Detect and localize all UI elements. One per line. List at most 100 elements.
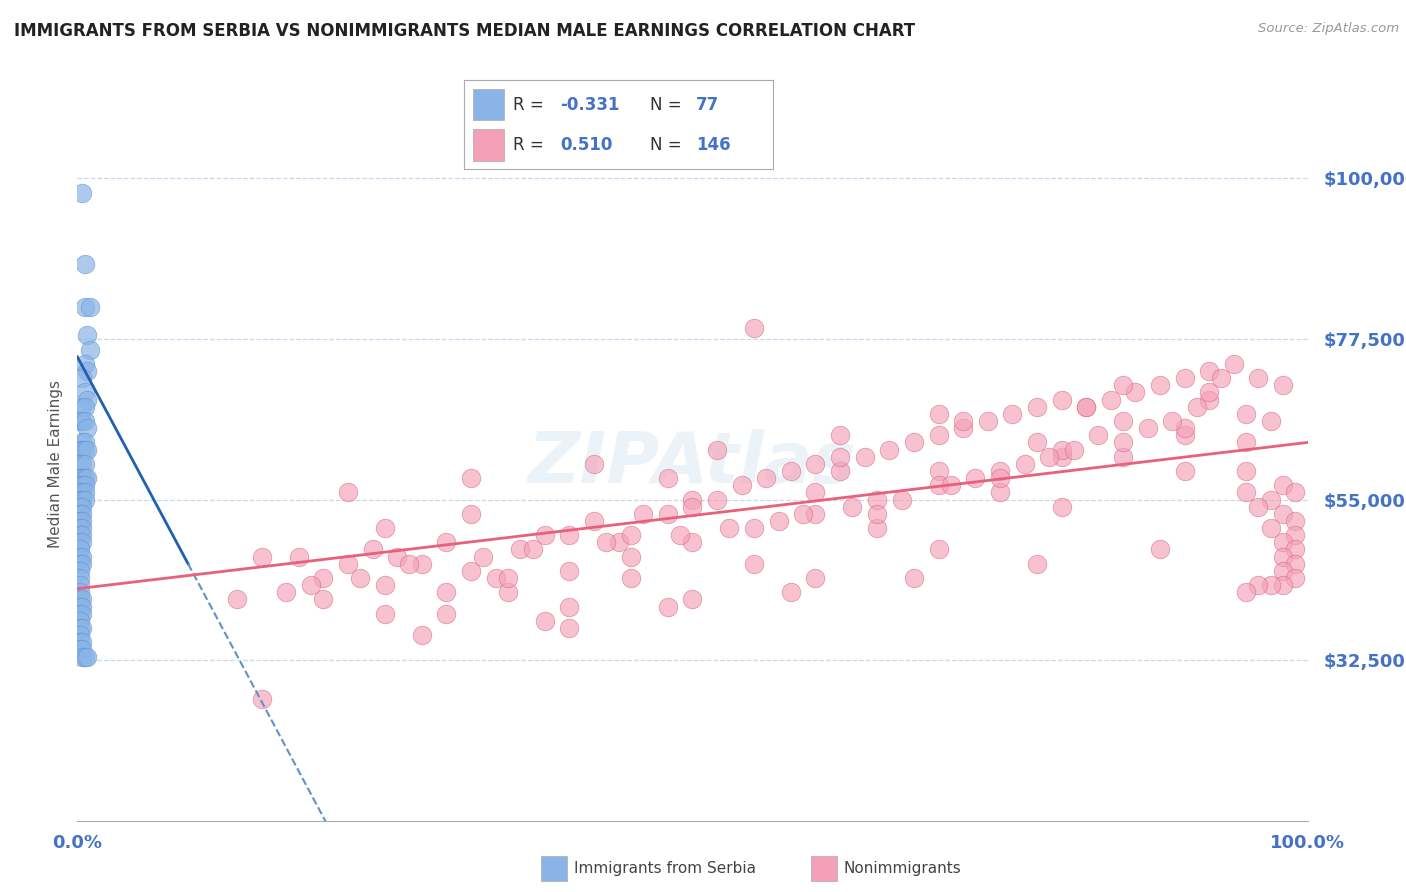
Point [70,471,93,485]
Point [792,507,814,521]
Point [411,557,433,571]
Point [1284,485,1306,500]
Point [1076,400,1098,414]
Point [79,300,101,314]
Point [1223,357,1246,371]
Point [890,492,912,507]
Point [76,328,98,343]
Point [374,521,396,535]
Point [1174,428,1197,442]
Point [485,571,508,585]
Point [903,435,925,450]
Point [1050,442,1073,457]
Point [73,478,96,492]
Point [830,428,852,442]
Point [73,649,96,664]
Point [76,392,98,407]
Point [69,542,91,557]
Point [398,557,420,571]
Point [73,492,96,507]
Point [69,578,91,592]
Point [70,371,93,385]
Point [657,599,679,614]
Point [69,471,91,485]
Point [1174,421,1197,435]
Point [70,549,93,564]
Point [69,635,91,649]
Point [70,457,93,471]
Point [76,364,98,378]
Point [1272,535,1295,549]
Point [1260,492,1282,507]
Point [337,485,360,500]
Y-axis label: Median Male Earnings: Median Male Earnings [48,380,63,548]
Point [1284,557,1306,571]
Point [1014,457,1036,471]
Point [1234,585,1257,599]
Point [804,485,827,500]
Point [69,549,91,564]
Point [70,478,93,492]
Point [1272,507,1295,521]
Point [742,321,765,335]
Point [988,464,1011,478]
Point [411,628,433,642]
Point [731,478,754,492]
Point [1260,578,1282,592]
Point [69,492,91,507]
Point [70,500,93,514]
Point [69,500,91,514]
Point [558,599,581,614]
Point [76,471,98,485]
Point [534,614,557,628]
Point [768,514,790,528]
Point [620,528,643,542]
Point [70,557,93,571]
Point [1161,414,1184,428]
Point [1247,371,1270,385]
Point [70,400,93,414]
Point [952,421,974,435]
Text: R =: R = [513,136,544,154]
Point [1234,464,1257,478]
Point [69,442,91,457]
Point [903,571,925,585]
Point [1272,549,1295,564]
Point [780,585,803,599]
Point [830,450,852,464]
Point [69,628,91,642]
Point [633,507,655,521]
Point [70,607,93,621]
Point [1198,392,1220,407]
Point [853,450,876,464]
Point [928,464,950,478]
Point [952,414,974,428]
Point [558,564,581,578]
Point [1063,442,1085,457]
Point [69,478,91,492]
Point [436,607,458,621]
Point [657,471,679,485]
Point [620,549,643,564]
Point [1198,364,1220,378]
Point [69,514,91,528]
Point [682,492,704,507]
Point [1234,407,1257,421]
Point [1272,378,1295,392]
Point [472,549,495,564]
Point [496,585,519,599]
Point [804,457,827,471]
Point [742,521,765,535]
Point [70,521,93,535]
Point [1260,521,1282,535]
Point [70,621,93,635]
Point [1026,435,1049,450]
Point [69,571,91,585]
Point [70,528,93,542]
Text: 0.510: 0.510 [560,136,612,154]
Point [70,507,93,521]
Point [69,507,91,521]
Point [583,457,606,471]
Point [250,549,273,564]
Point [583,514,606,528]
